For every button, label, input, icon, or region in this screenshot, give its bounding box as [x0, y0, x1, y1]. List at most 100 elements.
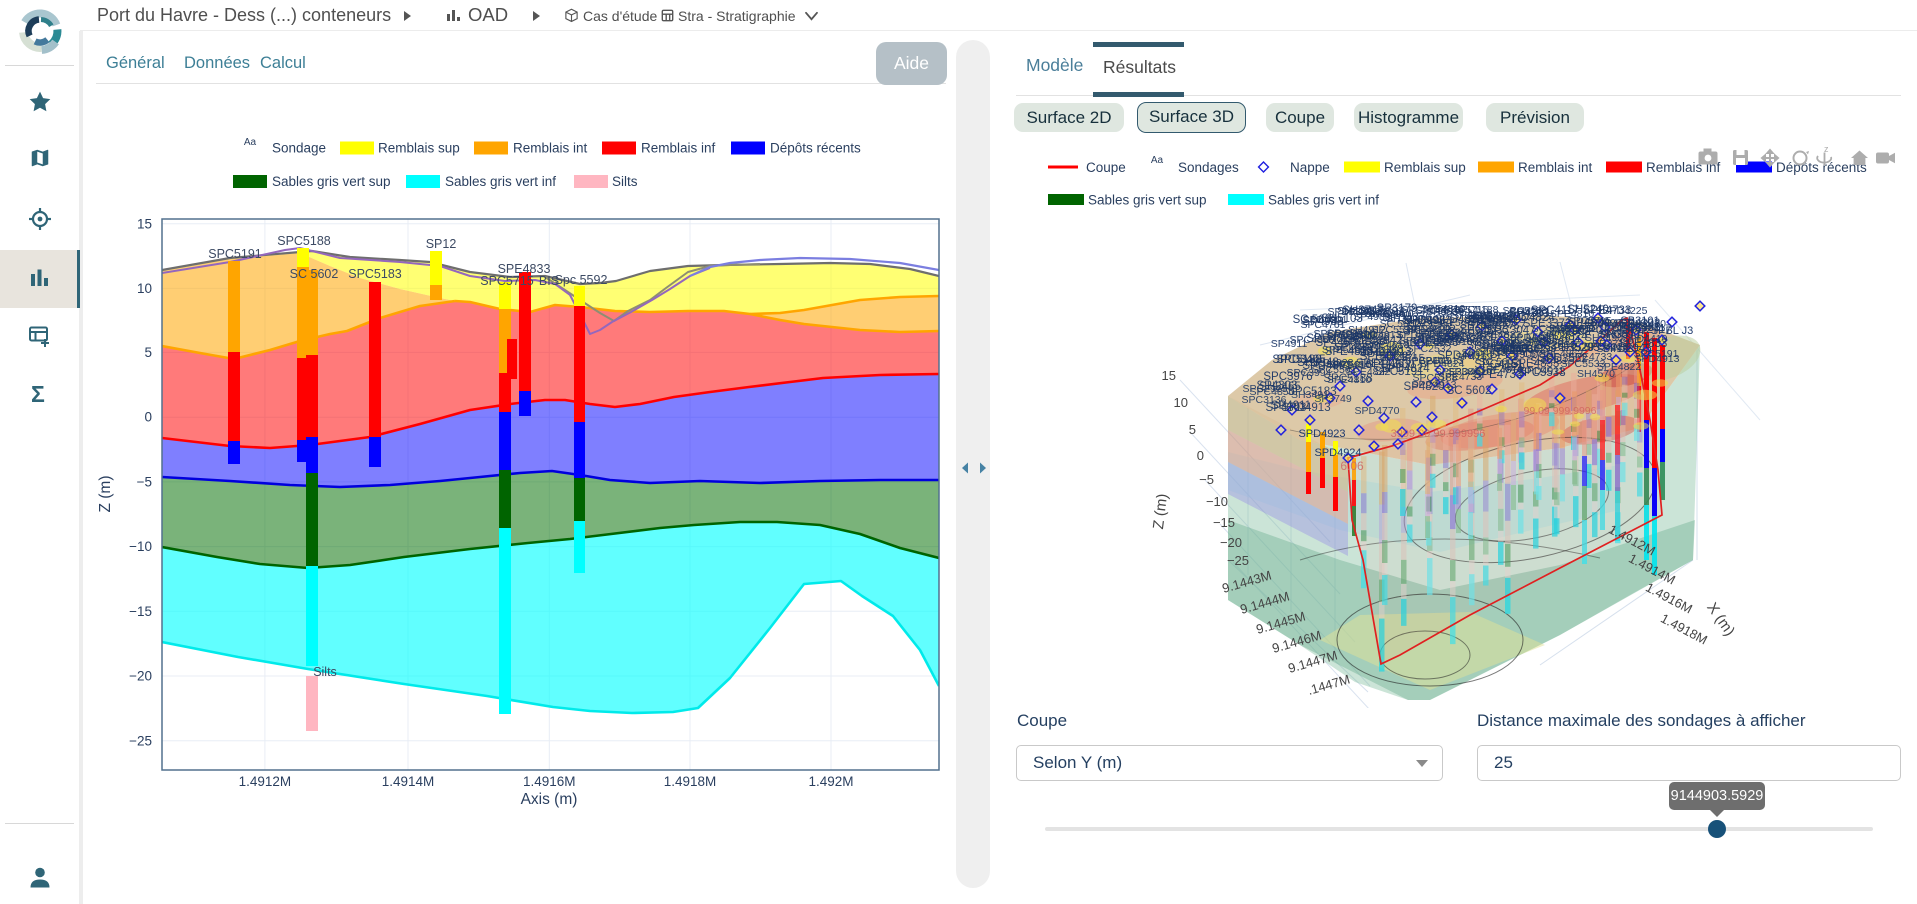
svg-text:SPC5715: SPC5715: [1444, 304, 1489, 316]
svg-text:SPD4913: SPD4913: [1357, 329, 1402, 341]
svg-text:5: 5: [144, 345, 152, 360]
svg-text:SPD4824: SPD4824: [1505, 312, 1555, 324]
svg-text:Spc 5592: Spc 5592: [1503, 333, 1552, 345]
svg-text:SH2465: SH2465: [1337, 305, 1375, 317]
svg-text:SP4911: SP4911: [1545, 325, 1582, 337]
svg-text:SPC5183: SPC5183: [1580, 325, 1629, 337]
svg-text:SPC4761: SPC4761: [1301, 319, 1346, 331]
svg-text:SP5214: SP5214: [1572, 323, 1610, 335]
svg-text:−20: −20: [1220, 535, 1242, 550]
svg-text:SC 5602: SC 5602: [1462, 331, 1503, 343]
svg-text:SN3690: SN3690: [1600, 329, 1640, 341]
svg-text:Remblais sup: Remblais sup: [378, 141, 460, 156]
svg-text:SPC5191: SPC5191: [1464, 315, 1509, 327]
svg-text:Spc 5592: Spc 5592: [1448, 325, 1493, 337]
svg-text:SPD4824: SPD4824: [1335, 341, 1380, 353]
svg-text:SPC2532: SPC2532: [1407, 343, 1452, 355]
svg-text:Aa: Aa: [1151, 155, 1164, 166]
svg-text:Sables gris vert sup: Sables gris vert sup: [1088, 193, 1207, 208]
svg-text:SP4988: SP4988: [1596, 343, 1634, 355]
svg-text:SPD4619: SPD4619: [1510, 332, 1555, 344]
svg-text:SPC4618: SPC4618: [1365, 339, 1410, 351]
svg-text:Coupe: Coupe: [1086, 160, 1126, 175]
svg-text:SPC2925: SPC2925: [1243, 383, 1288, 395]
svg-text:Silts: Silts: [612, 174, 638, 189]
svg-text:SPD4913: SPD4913: [1635, 353, 1680, 365]
svg-text:SH3906: SH3906: [1404, 315, 1446, 327]
svg-text:SPD4824: SPD4824: [1420, 358, 1465, 370]
svg-text:10: 10: [137, 281, 152, 296]
svg-text:SPC2463: SPC2463: [1343, 335, 1388, 347]
svg-text:SPE4810: SPE4810: [1479, 364, 1524, 376]
svg-text:SPD4924: SPD4924: [1397, 329, 1442, 341]
svg-text:SPD3552: SPD3552: [1538, 353, 1587, 365]
svg-text:SPE4810: SPE4810: [1421, 303, 1466, 315]
svg-text:SPC3136: SPC3136: [1242, 394, 1287, 406]
svg-text:SPD3405: SPD3405: [1276, 354, 1325, 366]
svg-text:SPE4822: SPE4822: [1597, 361, 1642, 373]
svg-text:SPE3529: SPE3529: [1546, 342, 1595, 354]
svg-text:SPD4123: SPD4123: [1584, 341, 1629, 353]
svg-text:10: 10: [1174, 395, 1188, 410]
svg-text:Sondages: Sondages: [1178, 160, 1239, 175]
svg-text:SPE4810: SPE4810: [1327, 374, 1372, 386]
svg-text:SPC5610: SPC5610: [1327, 359, 1372, 371]
svg-text:SP12: SP12: [426, 237, 457, 251]
svg-text:SPC3994: SPC3994: [1287, 367, 1332, 379]
svg-text:SPD4923: SPD4923: [1309, 357, 1354, 369]
svg-text:SPD4801: SPD4801: [1303, 314, 1348, 326]
svg-text:Nappe: Nappe: [1290, 160, 1330, 175]
svg-text:SP3179: SP3179: [1377, 303, 1418, 315]
svg-text:SPC4850: SPC4850: [1290, 334, 1335, 346]
svg-text:SPD4913: SPD4913: [1362, 346, 1411, 358]
svg-text:15: 15: [137, 216, 152, 231]
svg-text:SPC5188: SPC5188: [1413, 372, 1458, 384]
svg-text:1.4916M: 1.4916M: [523, 774, 576, 789]
svg-text:SPBL J3: SPBL J3: [1651, 325, 1693, 337]
svg-text:SPE4733: SPE4733: [1341, 336, 1386, 348]
svg-text:3999.09 99.999996: 3999.09 99.999996: [1391, 428, 1486, 440]
svg-text:SPC5191: SPC5191: [208, 247, 262, 261]
svg-text:SPC5533: SPC5533: [1516, 367, 1565, 379]
svg-text:.1447M: .1447M: [1306, 671, 1352, 697]
svg-text:Sables gris vert inf: Sables gris vert inf: [445, 174, 556, 189]
svg-text:SPE4733: SPE4733: [1583, 305, 1632, 317]
svg-text:SPC2463: SPC2463: [1405, 355, 1450, 367]
svg-text:SPD4824: SPD4824: [1434, 314, 1484, 326]
svg-text:SP4820: SP4820: [1467, 310, 1505, 322]
svg-text:SPE4733: SPE4733: [1474, 369, 1523, 381]
svg-text:SPC5183: SPC5183: [348, 267, 402, 281]
svg-text:SP4911: SP4911: [1271, 338, 1308, 350]
svg-text:SP4988: SP4988: [1353, 311, 1391, 323]
svg-text:SPD2717: SPD2717: [1622, 324, 1671, 336]
svg-text:SP4820: SP4820: [1338, 329, 1376, 341]
svg-text:Remblais sup: Remblais sup: [1384, 160, 1466, 175]
svg-text:0: 0: [1197, 448, 1204, 463]
svg-text:Z (m): Z (m): [1150, 493, 1171, 531]
svg-text:SPC3976: SPC3976: [1263, 371, 1312, 383]
svg-text:SPC3047: SPC3047: [1486, 325, 1535, 337]
svg-text:Sables gris vert inf: Sables gris vert inf: [1268, 193, 1379, 208]
svg-text:SP4820: SP4820: [1584, 317, 1622, 329]
svg-text:SPE3841: SPE3841: [1621, 322, 1666, 334]
svg-text:SPC5188: SPC5188: [1415, 331, 1460, 343]
svg-text:SH2490: SH2490: [1628, 318, 1666, 330]
svg-text:SP4375: SP4375: [1423, 317, 1461, 329]
svg-text:SP4820: SP4820: [1487, 361, 1525, 373]
svg-text:0: 0: [144, 410, 152, 425]
svg-text:SP4303: SP4303: [1620, 318, 1661, 330]
svg-text:SP4911: SP4911: [1545, 333, 1582, 345]
svg-text:SPD4619: SPD4619: [1448, 366, 1493, 378]
svg-text:SPC5188: SPC5188: [1354, 344, 1403, 356]
svg-text:SPD4801: SPD4801: [1437, 350, 1486, 362]
svg-text:SPC5715: SPC5715: [1509, 348, 1554, 360]
svg-text:SP4973: SP4973: [1359, 347, 1397, 359]
svg-text:SP4988: SP4988: [1303, 316, 1344, 328]
svg-text:SPE4426: SPE4426: [1356, 358, 1405, 370]
svg-text:Sondage: Sondage: [272, 141, 326, 156]
svg-text:z: z: [1824, 144, 1829, 154]
svg-text:SPD4801: SPD4801: [1407, 323, 1452, 335]
svg-text:SPD4913: SPD4913: [1419, 355, 1464, 367]
svg-text:SP5484: SP5484: [1332, 359, 1370, 371]
svg-text:SPD4913: SPD4913: [1281, 402, 1330, 414]
